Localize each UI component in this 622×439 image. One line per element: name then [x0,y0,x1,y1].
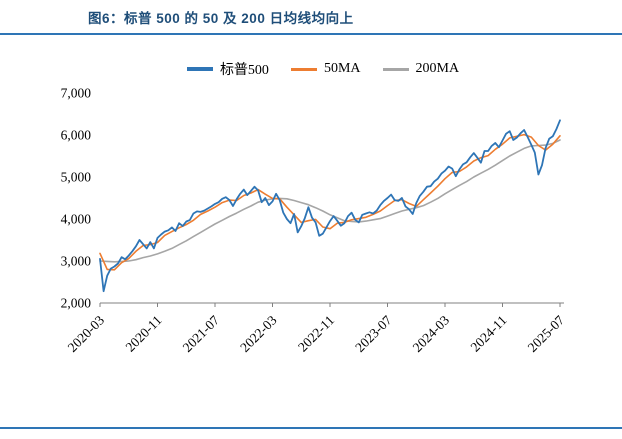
figure-header: 图6：标普 500 的 50 及 200 日均线均向上 [0,0,622,33]
series-sp500 [99,119,561,293]
x-tick-label: 2020-11 [123,313,165,355]
y-tick-label: 4,000 [61,212,92,227]
y-tick-label: 6,000 [61,128,92,143]
200ma-line-sample [382,67,409,71]
y-tick-label: 7,000 [61,86,92,101]
chart-legend: 标普500 50MA 200MA [24,59,622,79]
y-tick-label: 5,000 [61,170,92,185]
sp500-moving-average-line-chart: 2,000 3,000 4,000 5,000 6,000 7,000 2020-03 202… [61,86,568,355]
legend-item-sp500: 标普500 [186,59,269,79]
figure-title: 图6：标普 500 的 50 及 200 日均线均向上 [88,11,354,26]
bottom-rule [0,427,622,429]
legend-label-50ma: 50MA [323,61,361,76]
x-tick-label: 2023-07 [352,312,395,355]
x-tick-label: 2025-07 [525,312,568,355]
x-tick-label: 2022-11 [295,313,337,355]
x-tick-label: 2022-03 [237,312,280,355]
legend-item-200ma: 200MA [382,61,460,77]
x-tick-label: 2021-07 [180,312,223,355]
series-200ma [99,139,561,263]
legend-item-50ma: 50MA [290,61,361,77]
x-tick-label: 2024-03 [410,312,453,355]
y-tick-label: 3,000 [61,254,92,269]
x-tick-label: 2024-11 [468,313,510,355]
50ma-line-sample [290,67,317,71]
sp500-line-sample [186,67,213,71]
x-tick-label: 2020-03 [65,312,108,355]
top-rule [0,33,622,35]
y-tick-label: 2,000 [61,296,92,311]
legend-label-200ma: 200MA [415,61,460,76]
legend-label-sp500: 标普500 [219,63,269,78]
